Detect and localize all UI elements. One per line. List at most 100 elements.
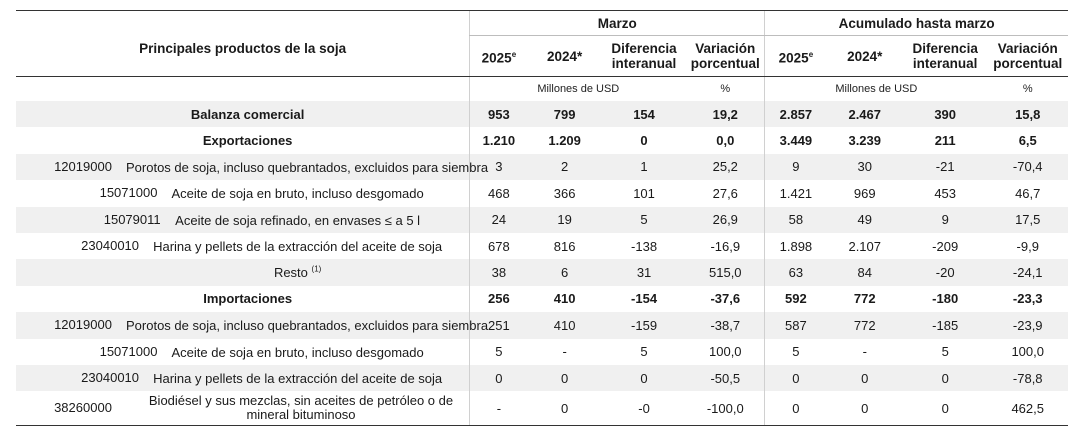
header-group-row: Principales productos de la soja Marzo A… <box>16 10 1068 77</box>
col-header-2025-acumulado: 2025e <box>764 35 827 77</box>
table-cell: 58 <box>764 206 827 233</box>
table-row: 15071000 Aceite de soja en bruto, incluso… <box>16 338 1068 365</box>
table-cell: 772 <box>826 312 903 339</box>
row-label: 15071000 Aceite de soja en bruto, incluso… <box>16 339 470 365</box>
table-cell: -9,9 <box>1016 238 1039 254</box>
table-cell: 2.857 <box>764 101 827 128</box>
units-spacer <box>16 77 470 102</box>
col-header-2025-marzo: 2025e <box>469 35 528 77</box>
table-cell: 49 <box>826 206 903 233</box>
table-cell: -209 <box>932 238 959 254</box>
table-cell: 5 <box>941 344 949 360</box>
table-cell: -21 <box>902 153 988 181</box>
product-code: 12019000 <box>54 158 112 174</box>
table-cell: 799 <box>527 101 602 128</box>
table-cell: -100,0 <box>686 391 765 427</box>
table-cell: 154 <box>601 101 687 128</box>
table-cell: 0 <box>527 391 602 427</box>
table-row: 15071000 Aceite de soja en bruto, incluso… <box>16 180 1068 207</box>
row-label: Exportaciones <box>16 127 470 153</box>
table-cell: 1.898 <box>764 232 827 260</box>
table-row: Exportaciones 1.210 1.209 0 0,0 3.449 3.239 211… <box>16 127 1068 154</box>
table-cell: 19 <box>527 206 602 233</box>
group-header-marzo: Marzo <box>469 10 765 36</box>
product-description: Aceite de soja en bruto, incluso desgoma… <box>171 186 424 202</box>
table-cell: 0 <box>902 364 988 392</box>
col-header-variacion-acumulado: Variación porcentual <box>987 35 1068 77</box>
header-column-row: 2025e 2024* Diferencia interanual Variac… <box>16 35 1068 77</box>
section-label: Balanza comercial <box>190 106 305 122</box>
section-label: Importaciones <box>203 291 293 307</box>
product-description: Harina y pellets de la extracción del ac… <box>153 239 443 255</box>
units-musd-acumulado: Millones de USD <box>764 76 988 101</box>
row-label: 38260000 Biodiésel y sus mezclas, sin ace… <box>16 391 470 427</box>
table-cell: 0 <box>469 364 528 392</box>
product-description: Porotos de soja, incluso quebrantados, e… <box>126 160 489 175</box>
soy-products-table: Principales productos de la soja Marzo A… <box>16 10 1068 427</box>
table-cell: 0 <box>640 133 648 149</box>
product-description: Porotos de soja, incluso quebrantados, e… <box>126 318 489 334</box>
table-cell: -159 <box>601 312 687 339</box>
row-label: 12019000 Porotos de soja, incluso quebran… <box>16 312 488 339</box>
group-header-acumulado: Acumulado hasta marzo <box>764 10 1068 36</box>
table-row: Importaciones 256 410 -154 -37,6 592 772 -180 -2… <box>16 285 1068 313</box>
table-cell: 953 <box>469 101 528 128</box>
product-description: Aceite de soja en bruto, incluso desgoma… <box>171 344 424 360</box>
table-cell: 3 <box>469 153 528 181</box>
table-cell: 515,0 <box>686 259 765 286</box>
table-cell: 410 <box>527 312 602 339</box>
table-cell: 100,0 <box>1011 344 1044 360</box>
table-cell: 46,7 <box>1015 185 1041 201</box>
table-cell: 592 <box>764 285 827 313</box>
product-description: Aceite de soja refinado, en envases ≤ a … <box>175 212 421 228</box>
table-cell: 0 <box>764 364 827 392</box>
table-cell: 26,9 <box>686 206 765 233</box>
table-cell: 17,5 <box>987 206 1068 233</box>
table-cell: 6 <box>527 259 602 286</box>
table-cell: -180 <box>932 291 959 307</box>
table-cell: 9 <box>764 153 827 181</box>
table-cell: 1.421 <box>764 180 827 207</box>
table-cell: 453 <box>934 185 957 201</box>
table-cell: 2.107 <box>848 238 882 254</box>
row-label: 15071000 Aceite de soja en bruto, incluso… <box>16 180 470 206</box>
table-cell: 84 <box>826 259 903 286</box>
table-cell: -70,4 <box>987 153 1068 181</box>
table-row: 23040010 Harina y pellets de la extracció… <box>16 232 1068 260</box>
table-cell: -154 <box>631 291 658 307</box>
table-cell: 15,8 <box>987 101 1068 128</box>
table-cell: 256 <box>469 285 528 313</box>
table-cell: 25,2 <box>686 153 765 181</box>
product-code: 23040010 <box>81 370 140 386</box>
table-cell: 6,5 <box>1018 133 1037 149</box>
table-cell: 587 <box>764 312 827 339</box>
table-cell: -23,9 <box>987 312 1068 339</box>
table-cell: 410 <box>553 291 576 307</box>
table-row: 12019000 Porotos de soja, incluso quebran… <box>16 312 1068 339</box>
table-title: Principales productos de la soja <box>16 10 470 77</box>
table-cell: 366 <box>553 185 576 201</box>
product-code: 23040010 <box>81 238 140 254</box>
table-row: Resto (1) 38 6 31 515,0 63 84 -20 -24,1 <box>16 259 1068 286</box>
table-row: 12019000 Porotos de soja, incluso quebran… <box>16 153 1068 181</box>
table-cell: 772 <box>853 291 876 307</box>
table-row: 38260000 Biodiésel y sus mezclas, sin ace… <box>16 391 1068 427</box>
table-cell: 19,2 <box>686 101 765 128</box>
product-code: 38260000 <box>54 399 112 415</box>
table-cell: -0 <box>601 391 687 427</box>
table-cell: 816 <box>553 238 576 254</box>
table-cell: - <box>562 344 567 360</box>
table-cell: 2 <box>527 153 602 181</box>
row-label: Balanza comercial <box>16 101 470 128</box>
table-cell: 1 <box>601 153 687 181</box>
units-pct-marzo: % <box>720 83 731 95</box>
row-label: Resto (1) <box>16 259 470 286</box>
table-cell: 38 <box>469 259 528 286</box>
row-label: 12019000 Porotos de soja, incluso quebran… <box>16 153 488 181</box>
units-pct-acumulado: % <box>1022 83 1033 95</box>
table-cell: 251 <box>469 312 528 339</box>
table-cell: 468 <box>469 180 528 207</box>
table-cell: 100,0 <box>709 344 742 360</box>
table-cell: 0 <box>527 364 602 392</box>
